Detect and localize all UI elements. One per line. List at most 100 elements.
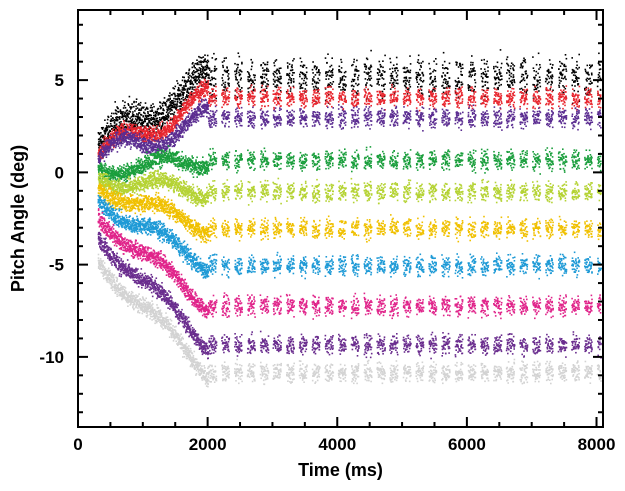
- data-point: [470, 75, 472, 78]
- data-point: [180, 113, 183, 115]
- data-point: [391, 67, 394, 70]
- data-point: [546, 88, 548, 90]
- data-point: [189, 104, 192, 107]
- data-point: [279, 78, 281, 80]
- data-point: [380, 73, 383, 75]
- data-point: [139, 104, 141, 106]
- data-point: [330, 64, 333, 67]
- data-point: [174, 129, 177, 132]
- data-point: [136, 132, 139, 135]
- data-point: [351, 84, 354, 87]
- data-point: [547, 100, 550, 103]
- data-point: [432, 70, 434, 73]
- data-point: [577, 96, 579, 99]
- data-point: [483, 102, 485, 105]
- data-point: [591, 82, 593, 84]
- data-point: [587, 93, 589, 96]
- data-point: [115, 145, 117, 147]
- data-point: [327, 90, 330, 93]
- data-point: [447, 84, 450, 87]
- data-point: [164, 104, 167, 107]
- data-point: [343, 84, 345, 86]
- data-point: [180, 115, 182, 118]
- data-point: [203, 78, 206, 81]
- data-point: [171, 104, 174, 107]
- data-point: [184, 82, 187, 85]
- data-point: [353, 58, 355, 61]
- data-point: [393, 104, 396, 107]
- data-point: [122, 100, 124, 102]
- data-point: [249, 96, 251, 99]
- data-point: [128, 123, 131, 126]
- data-point: [587, 97, 590, 100]
- data-point: [167, 130, 170, 132]
- data-point: [520, 64, 522, 66]
- data-point: [305, 91, 307, 93]
- data-point: [457, 77, 460, 79]
- data-point: [222, 82, 225, 85]
- data-point: [430, 72, 432, 75]
- data-point: [455, 85, 457, 87]
- data-point: [366, 97, 369, 100]
- data-point: [562, 103, 564, 105]
- data-point: [599, 89, 602, 91]
- data-point: [166, 118, 168, 120]
- data-point: [599, 95, 602, 98]
- data-point: [276, 93, 279, 95]
- data-point: [511, 98, 513, 100]
- data-point: [544, 80, 547, 83]
- data-point: [173, 134, 176, 136]
- data-point: [223, 102, 226, 104]
- data-point: [449, 93, 451, 96]
- data-point: [314, 90, 316, 92]
- data-point: [145, 124, 148, 127]
- data-point: [456, 85, 458, 87]
- data-point: [224, 86, 227, 88]
- data-point: [456, 83, 459, 85]
- data-point: [548, 72, 550, 74]
- data-point: [599, 99, 601, 102]
- data-point: [298, 82, 301, 85]
- data-point: [533, 76, 535, 79]
- data-point: [199, 89, 202, 92]
- data-point: [351, 78, 354, 81]
- data-point: [169, 101, 171, 104]
- data-point: [392, 93, 394, 95]
- data-point: [214, 83, 217, 85]
- data-point: [273, 106, 275, 109]
- data-point: [265, 85, 267, 87]
- data-point: [597, 62, 600, 64]
- data-point: [378, 90, 380, 93]
- data-point: [509, 103, 511, 106]
- data-point: [125, 120, 128, 123]
- data-point: [326, 71, 328, 74]
- data-point: [586, 80, 588, 82]
- data-point: [512, 67, 514, 69]
- data-point: [163, 97, 166, 99]
- data-point: [141, 106, 143, 109]
- data-point: [521, 79, 523, 82]
- data-point: [211, 70, 213, 72]
- data-point: [498, 78, 500, 81]
- data-point: [575, 100, 578, 102]
- data-point: [510, 75, 512, 78]
- data-point: [140, 128, 142, 131]
- data-point: [110, 115, 112, 117]
- data-point: [221, 92, 224, 94]
- data-point: [353, 85, 355, 88]
- data-point: [495, 77, 498, 79]
- data-point: [339, 99, 341, 101]
- data-point: [180, 91, 183, 93]
- data-point: [546, 82, 549, 85]
- data-point: [161, 102, 164, 105]
- data-point: [166, 108, 168, 111]
- data-point: [302, 90, 304, 93]
- data-point: [409, 100, 412, 103]
- data-point: [429, 104, 432, 106]
- data-point: [159, 101, 162, 104]
- data-point: [524, 59, 526, 61]
- data-point: [176, 98, 179, 101]
- data-point: [101, 140, 103, 143]
- data-point: [123, 133, 126, 135]
- data-point: [574, 81, 576, 83]
